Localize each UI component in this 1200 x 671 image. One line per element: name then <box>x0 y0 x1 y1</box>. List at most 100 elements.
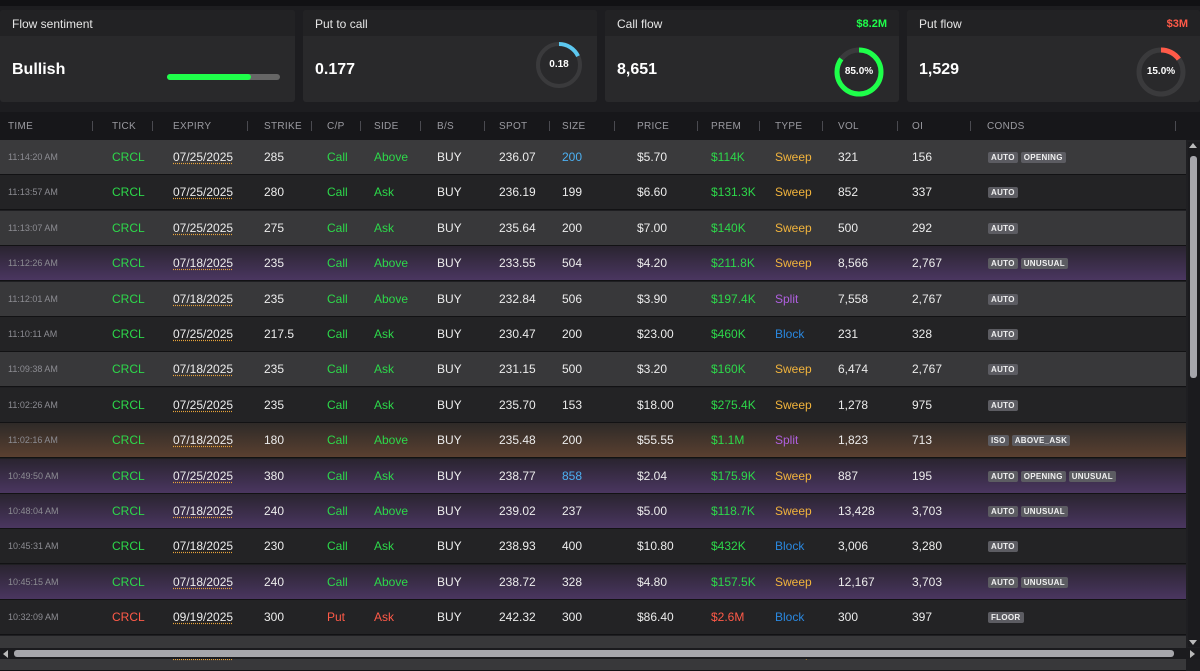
column-header-type[interactable]: TYPE <box>775 121 803 132</box>
cell-expiry: 07/25/2025 <box>173 150 234 164</box>
table-row[interactable]: 10:45:31 AM CRCL 07/18/2025 230 Call Ask BUY 23… <box>0 529 1186 565</box>
cell-price: $7.00 <box>637 220 668 235</box>
table-row[interactable]: 11:14:20 AM CRCL 07/25/2025 285 Call Above BUY… <box>0 140 1186 175</box>
cell-strike: 380 <box>264 468 285 483</box>
cell-strike: 180 <box>264 433 285 448</box>
column-resize-handle[interactable] <box>360 121 361 131</box>
table-row[interactable]: 10:49:50 AM CRCL 07/25/2025 380 Call Ask BUY 23… <box>0 458 1186 494</box>
column-header-cp[interactable]: C/P <box>327 121 345 132</box>
column-header-size[interactable]: SIZE <box>562 121 586 132</box>
table-row[interactable]: 11:12:26 AM CRCL 07/18/2025 235 Call Above BUY… <box>0 246 1186 282</box>
column-header-conds[interactable]: CONDS <box>987 121 1025 132</box>
cell-vol: 852 <box>838 185 859 200</box>
scroll-down-arrow-icon[interactable] <box>1189 640 1197 645</box>
cell-type: Sweep <box>775 185 812 200</box>
conds-badges: AUTO <box>988 324 1021 342</box>
cell-spot: 235.70 <box>499 397 536 412</box>
column-header-tick[interactable]: TICK <box>112 121 136 132</box>
cell-bs: BUY <box>437 327 462 341</box>
column-resize-handle[interactable] <box>92 121 93 131</box>
table-row[interactable]: 11:10:11 AM CRCL 07/25/2025 217.5 Call Ask BUY… <box>0 317 1186 352</box>
table-row[interactable]: 10:45:15 AM CRCL 07/18/2025 240 Call Above BUY… <box>0 564 1186 600</box>
cell-price: $2.04 <box>637 468 668 483</box>
cell-strike: 235 <box>264 256 285 271</box>
cell-oi: 2,767 <box>912 256 943 271</box>
cell-tick: CRCL <box>112 468 145 483</box>
table-row[interactable]: 10:48:04 AM CRCL 07/18/2025 240 Call Above BUY… <box>0 494 1186 529</box>
column-header-prem[interactable]: PREM <box>711 121 742 132</box>
column-header-expiry[interactable]: EXPIRY <box>173 121 212 132</box>
scroll-left-arrow-icon[interactable] <box>3 650 8 658</box>
cell-side: Above <box>374 433 409 448</box>
table-row[interactable]: 11:13:57 AM CRCL 07/25/2025 280 Call Ask BUY 23… <box>0 175 1186 211</box>
cell-bs: BUY <box>437 504 462 518</box>
vertical-scroll-thumb[interactable] <box>1190 156 1197 378</box>
column-header-price[interactable]: PRICE <box>637 121 670 132</box>
column-resize-handle[interactable] <box>549 121 550 131</box>
table-row[interactable]: 11:02:26 AM CRCL 07/25/2025 235 Call Ask BUY 23… <box>0 387 1186 423</box>
vertical-scrollbar[interactable] <box>1188 142 1200 647</box>
cell-bs: BUY <box>437 433 462 448</box>
cell-time: 11:12:01 AM <box>8 293 58 304</box>
column-header-bs[interactable]: B/S <box>437 121 455 132</box>
horizontal-scroll-thumb[interactable] <box>14 650 1174 657</box>
column-resize-handle[interactable] <box>152 121 153 131</box>
cell-type: Sweep <box>775 397 812 412</box>
cell-vol: 231 <box>838 327 859 341</box>
cell-vol: 7,558 <box>838 291 869 306</box>
cell-vol: 13,428 <box>838 504 875 518</box>
column-resize-handle[interactable] <box>311 121 312 131</box>
cond-badge: AUTO <box>988 399 1018 411</box>
column-resize-handle[interactable] <box>759 121 760 131</box>
cell-vol: 321 <box>838 150 859 164</box>
table-row[interactable]: 11:02:16 AM CRCL 07/18/2025 180 Call Above BUY… <box>0 423 1186 459</box>
column-header-strike[interactable]: STRIKE <box>264 121 302 132</box>
column-resize-handle[interactable] <box>697 121 698 131</box>
cell-side: Ask <box>374 362 395 377</box>
cell-bs: BUY <box>437 539 462 554</box>
cell-vol: 887 <box>838 468 859 483</box>
card-header <box>303 10 597 36</box>
column-resize-handle[interactable] <box>970 121 971 131</box>
horizontal-scrollbar[interactable] <box>0 648 1200 659</box>
column-resize-handle[interactable] <box>247 121 248 131</box>
cell-vol: 300 <box>838 610 859 625</box>
table-row[interactable]: 10:32:09 AM CRCL 09/19/2025 300 Put Ask BUY 242… <box>0 600 1186 636</box>
scroll-up-arrow-icon[interactable] <box>1189 143 1197 148</box>
cell-expiry: 07/18/2025 <box>173 539 234 554</box>
cell-expiry: 07/18/2025 <box>173 256 234 271</box>
put-to-call-value: 0.177 <box>315 61 356 78</box>
column-header-side[interactable]: SIDE <box>374 121 399 132</box>
conds-badges: ISO ABOVE_ASK <box>988 430 1073 448</box>
cell-oi: 195 <box>912 468 933 483</box>
sentiment-value: Bullish <box>12 61 66 78</box>
column-header-spot[interactable]: SPOT <box>499 121 528 132</box>
cond-badge: OPENING <box>1020 152 1066 163</box>
column-header-oi[interactable]: OI <box>912 121 924 132</box>
column-resize-handle[interactable] <box>1175 121 1176 131</box>
cell-side: Above <box>374 504 409 518</box>
column-resize-handle[interactable] <box>420 121 421 131</box>
table-row[interactable]: 11:09:38 AM CRCL 07/18/2025 235 Call Ask BUY 23… <box>0 352 1186 388</box>
cell-expiry: 07/25/2025 <box>173 397 234 412</box>
cell-cp: Call <box>327 504 348 518</box>
card-header <box>605 10 899 36</box>
table-row[interactable]: 11:13:07 AM CRCL 07/25/2025 275 Call Ask BUY 23… <box>0 210 1186 246</box>
column-resize-handle[interactable] <box>897 121 898 131</box>
cell-side: Ask <box>374 397 395 412</box>
cell-vol: 1,278 <box>838 397 869 412</box>
conds-badges: AUTO <box>988 359 1021 377</box>
column-header-vol[interactable]: VOL <box>838 121 859 132</box>
cell-tick: CRCL <box>112 150 145 164</box>
cell-spot: 235.48 <box>499 433 536 448</box>
table-row[interactable]: 11:12:01 AM CRCL 07/18/2025 235 Call Above BUY… <box>0 281 1186 317</box>
cell-oi: 3,280 <box>912 539 943 554</box>
cell-strike: 280 <box>264 185 285 200</box>
cell-cp: Call <box>327 150 348 164</box>
column-resize-handle[interactable] <box>484 121 485 131</box>
column-resize-handle[interactable] <box>822 121 823 131</box>
cell-expiry: 07/18/2025 <box>173 433 234 448</box>
scroll-right-arrow-icon[interactable] <box>1190 650 1195 658</box>
column-resize-handle[interactable] <box>614 121 615 131</box>
column-header-time[interactable]: TIME <box>8 121 34 132</box>
